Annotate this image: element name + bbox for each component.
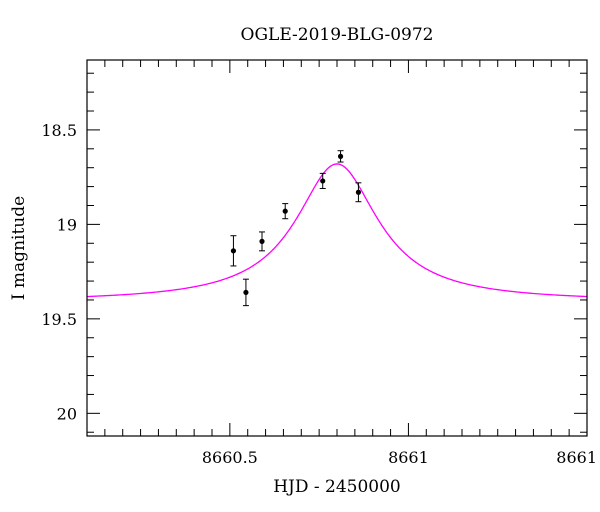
data-point — [230, 248, 237, 254]
x-tick-label: 8661 — [556, 448, 597, 467]
x-axis-label: HJD - 2450000 — [273, 477, 401, 497]
x-tick-label: 8660.5 — [202, 448, 258, 467]
plot-frame — [86, 59, 588, 437]
tick-labels: 8660.5 8661 8661 18.5 19 19.5 20 — [41, 121, 597, 467]
data-point — [355, 189, 362, 195]
y-tick-label: 19.5 — [41, 310, 77, 329]
y-tick-label: 20 — [57, 404, 77, 423]
y-tick-label: 18.5 — [41, 121, 77, 140]
model-curve-layer — [86, 163, 588, 298]
y-tick-label: 19 — [57, 215, 77, 234]
data-point — [337, 153, 344, 159]
axis-ticks — [87, 60, 588, 436]
data-points-layer — [230, 150, 362, 307]
model-curve — [86, 163, 588, 298]
data-point — [243, 289, 249, 296]
y-axis-label: I magnitude — [9, 196, 29, 300]
data-point — [259, 238, 265, 244]
x-tick-label: 8661 — [388, 448, 429, 467]
data-point — [320, 178, 326, 184]
data-point — [282, 208, 288, 214]
chart-title: OGLE-2019-BLG-0972 — [241, 25, 434, 45]
